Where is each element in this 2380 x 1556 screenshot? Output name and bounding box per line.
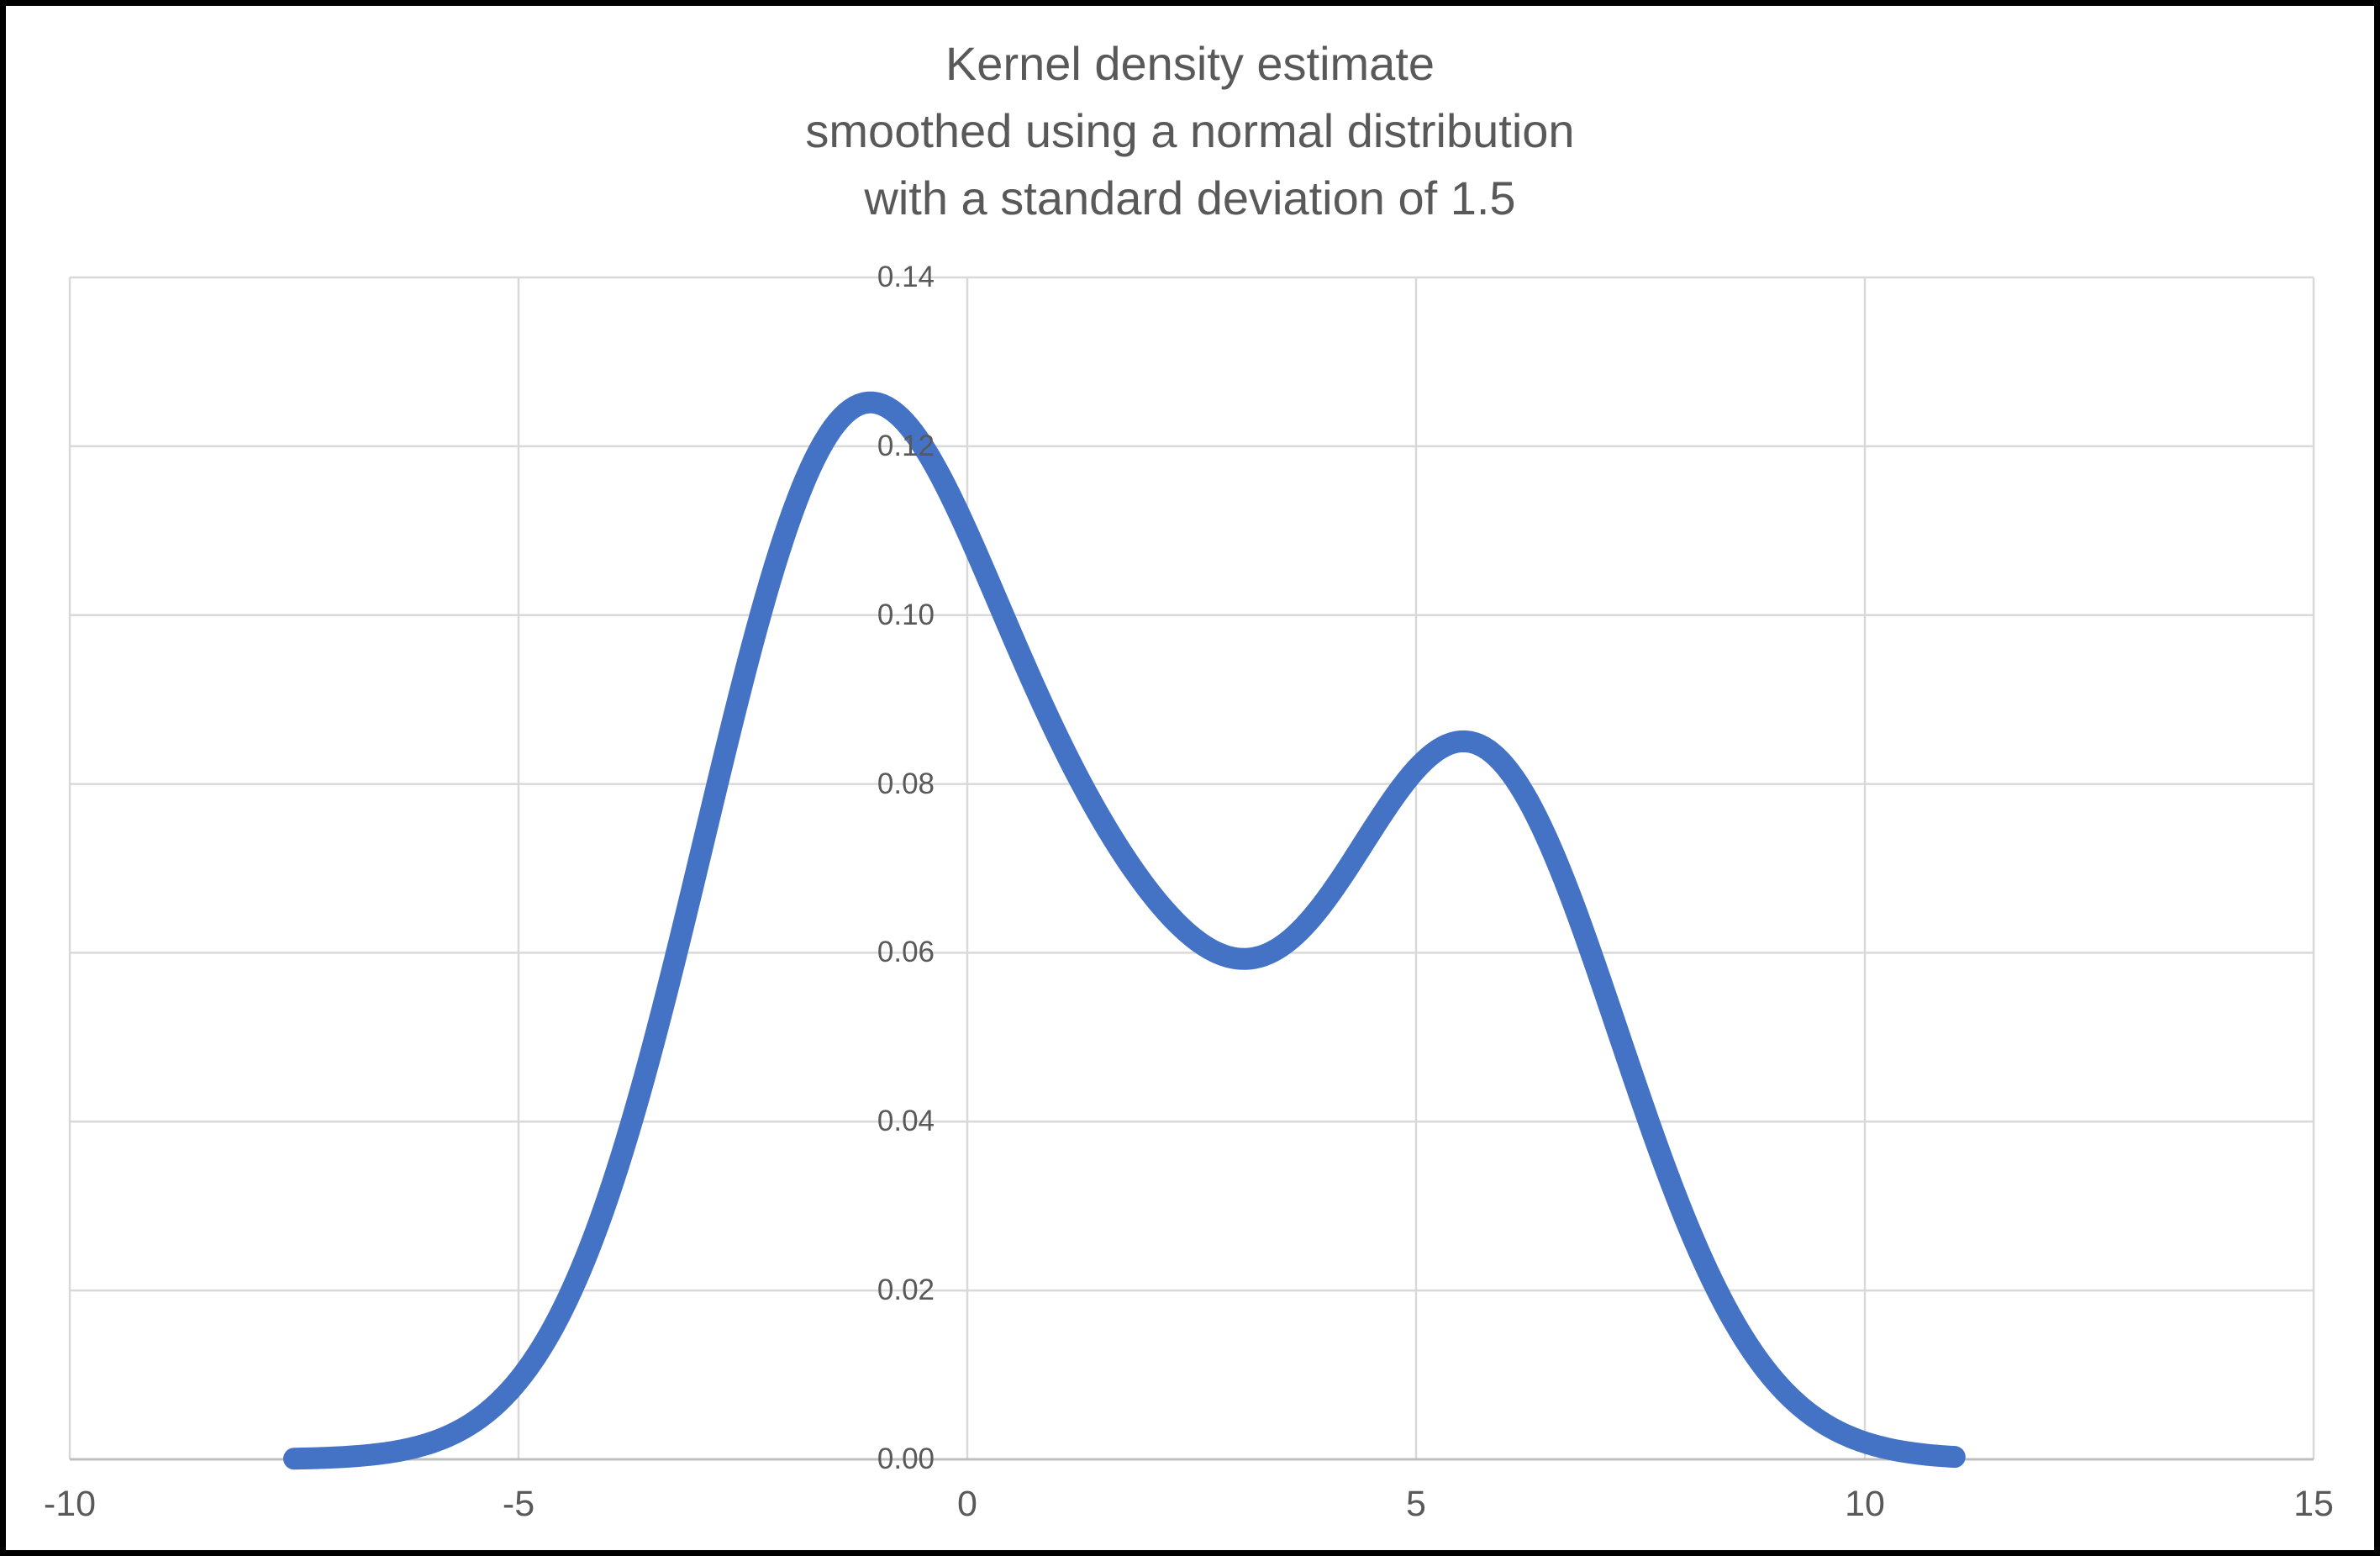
y-tick-label: 0.12: [877, 429, 935, 462]
y-tick-label: 0.10: [877, 598, 935, 631]
y-tick-label: 0.00: [877, 1443, 935, 1475]
y-tick-label: 0.14: [877, 261, 935, 293]
y-tick-label: 0.06: [877, 936, 935, 969]
y-tick-label: 0.08: [877, 767, 935, 800]
chart-title: Kernel density estimate smoothed using a…: [805, 37, 1575, 224]
x-tick-label: -5: [502, 1484, 535, 1524]
y-tick-label: 0.04: [877, 1105, 935, 1138]
x-tick-label: -10: [43, 1484, 97, 1524]
x-tick-label: 10: [1845, 1484, 1885, 1524]
y-tick-label: 0.02: [877, 1274, 935, 1307]
x-tick-label: 0: [957, 1484, 977, 1524]
x-tick-label: 5: [1406, 1484, 1426, 1524]
kde-curve: [283, 391, 1966, 1470]
x-tick-label: 15: [2293, 1484, 2334, 1524]
